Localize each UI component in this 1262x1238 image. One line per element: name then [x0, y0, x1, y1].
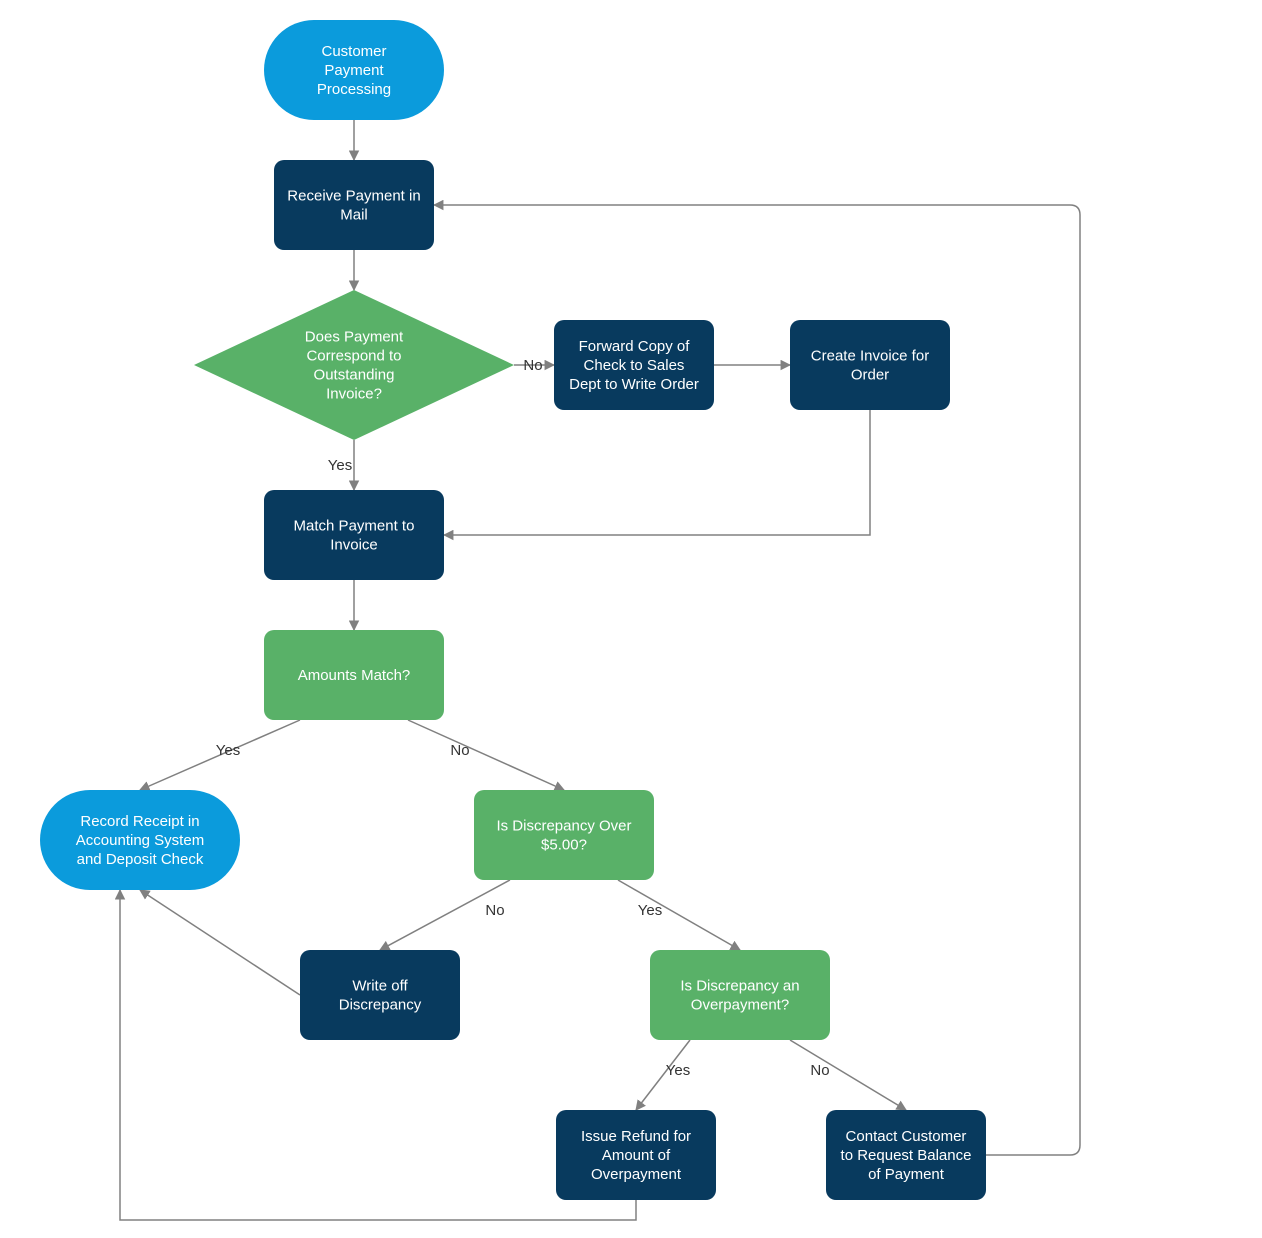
edge-label-overpay-contact: No [810, 1062, 829, 1079]
edge-label-correspond-forward: No [523, 357, 542, 374]
edge-label-correspond-match: Yes [328, 457, 352, 474]
edge-writeoff-record [140, 890, 300, 995]
node-refund: Issue Refund forAmount ofOverpayment [556, 1110, 716, 1200]
edge-over5-overpay [618, 880, 740, 950]
node-start: CustomerPaymentProcessing [264, 20, 444, 120]
node-writeoff: Write offDiscrepancy [300, 950, 460, 1040]
node-overpay: Is Discrepancy anOverpayment? [650, 950, 830, 1040]
node-receive: Receive Payment inMail [274, 160, 434, 250]
node-over5: Is Discrepancy Over$5.00? [474, 790, 654, 880]
edge-label-amounts-over5: No [450, 742, 469, 759]
edge-label-amounts-record: Yes [216, 742, 240, 759]
node-label-amounts: Amounts Match? [298, 667, 411, 684]
node-label-record: Record Receipt inAccounting Systemand De… [76, 813, 204, 868]
node-createinvoice: Create Invoice forOrder [790, 320, 950, 410]
flowchart-canvas: NoYesYesNoNoYesYesNoCustomerPaymentProce… [0, 0, 1262, 1238]
edge-amounts-over5 [408, 720, 564, 790]
node-match: Match Payment toInvoice [264, 490, 444, 580]
edge-label-over5-overpay: Yes [638, 902, 662, 919]
node-correspond: Does PaymentCorrespond toOutstandingInvo… [194, 290, 514, 440]
nodes-group: CustomerPaymentProcessing Receive Payment… [40, 20, 986, 1200]
edge-label-overpay-refund: Yes [666, 1062, 690, 1079]
edge-overpay-contact [790, 1040, 906, 1110]
node-forward: Forward Copy ofCheck to SalesDept to Wri… [554, 320, 714, 410]
edge-label-over5-writeoff: No [485, 902, 504, 919]
node-label-forward: Forward Copy ofCheck to SalesDept to Wri… [569, 338, 699, 393]
node-amounts: Amounts Match? [264, 630, 444, 720]
node-contact: Contact Customerto Request Balanceof Pay… [826, 1110, 986, 1200]
node-record: Record Receipt inAccounting Systemand De… [40, 790, 240, 890]
node-label-start: CustomerPaymentProcessing [317, 43, 391, 98]
edge-createinvoice-match [444, 410, 870, 535]
